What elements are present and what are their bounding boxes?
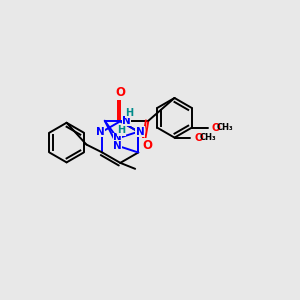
Text: N: N — [113, 134, 122, 143]
Text: O: O — [194, 133, 203, 142]
Text: N: N — [96, 127, 105, 137]
Text: O: O — [142, 139, 152, 152]
Text: O: O — [115, 86, 125, 99]
Text: H: H — [118, 125, 126, 136]
Text: N: N — [113, 141, 122, 151]
Text: N: N — [122, 116, 131, 126]
Text: CH₃: CH₃ — [216, 123, 233, 132]
Text: N: N — [136, 127, 145, 137]
Text: O: O — [212, 123, 220, 133]
Text: CH₃: CH₃ — [199, 133, 216, 142]
Text: H: H — [125, 108, 134, 118]
